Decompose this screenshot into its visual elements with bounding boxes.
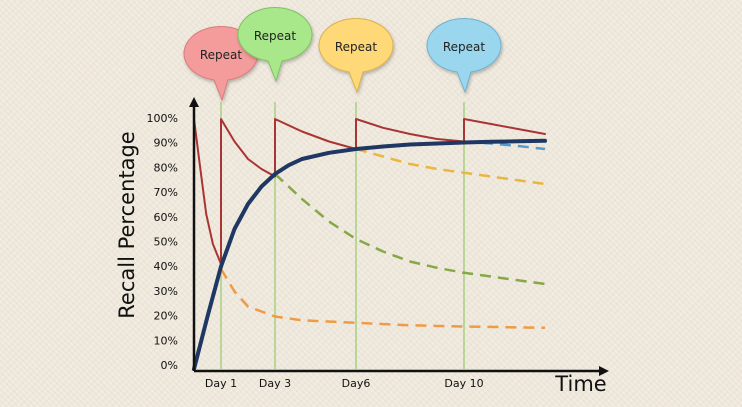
bubble-label: Repeat: [443, 40, 486, 54]
y-tick-label: 80%: [154, 161, 178, 174]
repeat-bubbles: Repeat Repeat Repeat Repeat: [183, 6, 502, 102]
series-repeat-sawtooth: [193, 118, 546, 265]
series-forget-after-day6: [355, 147, 546, 186]
repeat-bubble: Repeat: [183, 25, 259, 102]
y-tick-label: 50%: [154, 236, 178, 249]
y-tick-label: 0%: [161, 359, 178, 372]
x-tick-label: Day 3: [259, 377, 291, 390]
y-tick-label: 10%: [154, 334, 178, 347]
y-tick-label: 40%: [154, 260, 178, 273]
x-tick-label: Day 1: [205, 377, 237, 390]
bubble-label: Repeat: [254, 29, 297, 43]
series-layer: [192, 118, 547, 371]
y-tick-label: 60%: [154, 211, 178, 224]
bubble-shape: [237, 6, 313, 83]
repeat-bubble: Repeat: [237, 6, 313, 83]
y-tick-label: 90%: [154, 137, 178, 150]
y-axis-label: Recall Percentage: [115, 131, 139, 318]
series-forget-after-day1: [219, 268, 546, 330]
y-tick-label: 20%: [154, 310, 178, 323]
series-retention-envelope: [192, 138, 547, 371]
bubble-label: Repeat: [200, 48, 243, 62]
repeat-bubble: Repeat: [426, 17, 502, 94]
x-tick-label: Day6: [342, 377, 371, 390]
series-forget-after-day3: [274, 173, 546, 286]
x-tick-label: Day 10: [444, 377, 483, 390]
bubble-shape: [318, 17, 394, 94]
x-axis-label: Time: [554, 372, 606, 396]
bubble-shape: [426, 17, 502, 94]
y-tick-labels: 100% 90% 80% 70% 60% 50% 40% 30% 20% 10% 0%: [147, 112, 178, 372]
series-forget-after-day10: [463, 140, 546, 151]
bubble-label: Repeat: [335, 40, 378, 54]
y-tick-label: 70%: [154, 186, 178, 199]
repeat-bubble: Repeat: [318, 17, 394, 94]
x-tick-labels: Day 1 Day 3 Day6 Day 10: [205, 377, 484, 390]
y-tick-label: 100%: [147, 112, 178, 125]
y-tick-label: 30%: [154, 285, 178, 298]
bubble-shape: [183, 25, 259, 102]
